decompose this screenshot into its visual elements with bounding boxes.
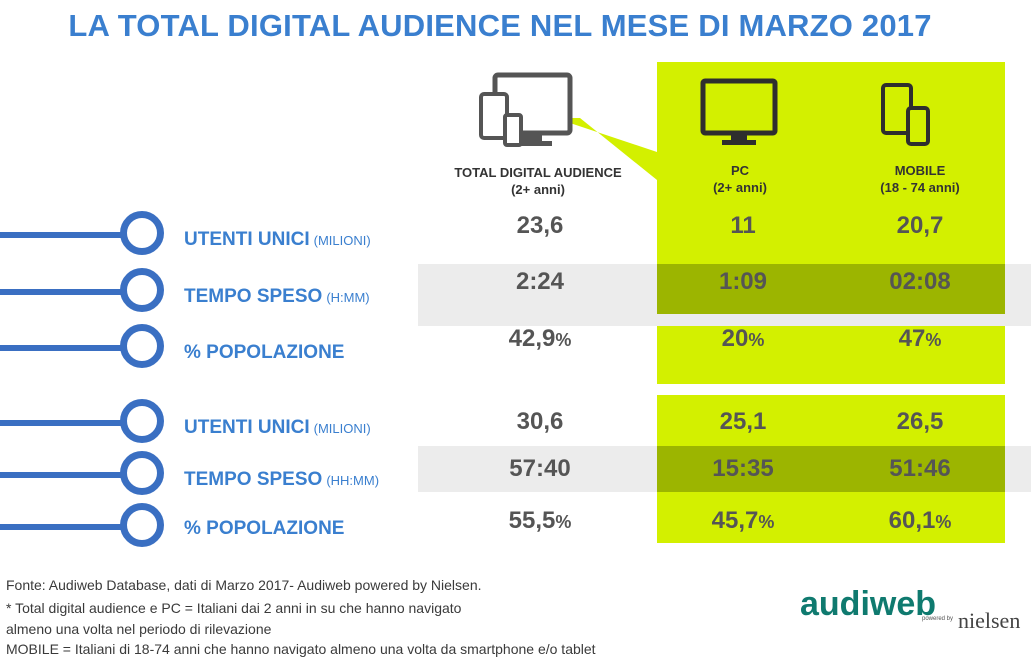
row-band-tempo-2-highlight bbox=[657, 446, 1005, 492]
cell-value: 47% bbox=[840, 325, 1000, 353]
row-label-text: % POPOLAZIONE bbox=[184, 518, 345, 539]
cell-value-number: 2:24 bbox=[515, 268, 565, 295]
cell-value: 11 bbox=[663, 212, 823, 240]
row-label-text: % POPOLAZIONE bbox=[184, 342, 345, 363]
audiweb-logo: audiweb bbox=[800, 585, 937, 623]
highlight-panel-top bbox=[657, 62, 1005, 384]
column-header-total-sub: (2+ anni) bbox=[511, 182, 565, 197]
cell-value: 23,6 bbox=[460, 212, 620, 240]
cell-value-number: 20,7 bbox=[896, 212, 944, 239]
row-marker-bar bbox=[0, 289, 128, 295]
cell-value-number: 26,5 bbox=[896, 408, 944, 435]
row-marker-bar bbox=[0, 232, 128, 238]
row-label-unit: (H:MM) bbox=[326, 290, 370, 305]
row-label-unit: (MILIONI) bbox=[313, 421, 371, 436]
cell-value: 45,7% bbox=[663, 507, 823, 535]
cell-value-number: 51:46 bbox=[889, 455, 951, 482]
footnote-line: almeno una volta nel periodo di rilevazi… bbox=[6, 621, 272, 637]
cell-value-number: 20 bbox=[721, 325, 749, 352]
cell-value-number: 60,1 bbox=[888, 507, 936, 534]
cell-value: 25,1 bbox=[663, 408, 823, 436]
tablet-phone-icon bbox=[881, 83, 930, 146]
row-marker-ring bbox=[120, 324, 164, 368]
nielsen-logo: nielsen bbox=[958, 608, 1021, 633]
cell-value-suffix: % bbox=[935, 512, 952, 532]
footnote-source: Fonte: Audiweb Database, dati di Marzo 2… bbox=[6, 577, 482, 593]
row-label: TEMPO SPESO (HH:MM) bbox=[184, 469, 379, 491]
row-label-unit: (MILIONI) bbox=[313, 233, 371, 248]
cell-value: 26,5 bbox=[840, 408, 1000, 436]
cell-value: 51:46 bbox=[840, 455, 1000, 483]
row-label-unit: (HH:MM) bbox=[326, 473, 380, 488]
row-band-tempo-1-highlight bbox=[657, 264, 1005, 314]
cell-value-number: 1:09 bbox=[718, 268, 768, 295]
column-header-total: TOTAL DIGITAL AUDIENCE (2+ anni) bbox=[428, 164, 648, 198]
column-header-mobile: MOBILE (18 - 74 anni) bbox=[840, 162, 1000, 196]
cell-value: 30,6 bbox=[460, 408, 620, 436]
row-marker-ring bbox=[120, 451, 164, 495]
cell-value-number: 25,1 bbox=[719, 408, 767, 435]
cell-value-suffix: % bbox=[555, 330, 572, 350]
column-header-pc-sub: (2+ anni) bbox=[713, 180, 767, 195]
row-marker-ring bbox=[120, 268, 164, 312]
cell-value-suffix: % bbox=[758, 512, 775, 532]
cell-value-number: 47 bbox=[898, 325, 926, 352]
row-label: % POPOLAZIONE bbox=[184, 342, 348, 364]
row-marker-bar bbox=[0, 345, 128, 351]
row-label: UTENTI UNICI (MILIONI) bbox=[184, 229, 371, 251]
cell-value: 20% bbox=[663, 325, 823, 353]
row-label: UTENTI UNICI (MILIONI) bbox=[184, 417, 371, 439]
row-label: TEMPO SPESO (H:MM) bbox=[184, 286, 370, 308]
cell-value: 02:08 bbox=[840, 268, 1000, 296]
cell-value-suffix: % bbox=[555, 512, 572, 532]
footnote-line: MOBILE = Italiani di 18-74 anni che hann… bbox=[6, 641, 596, 657]
column-header-pc: PC (2+ anni) bbox=[660, 162, 820, 196]
row-label-text: TEMPO SPESO bbox=[184, 469, 323, 490]
cell-value: 57:40 bbox=[460, 455, 620, 483]
cell-value-number: 55,5 bbox=[508, 507, 556, 534]
monitor-icon bbox=[700, 78, 778, 145]
row-marker-ring bbox=[120, 211, 164, 255]
row-label-text: UTENTI UNICI bbox=[184, 229, 310, 250]
cell-value-number: 30,6 bbox=[516, 408, 564, 435]
cell-value-number: 57:40 bbox=[509, 455, 571, 482]
cell-value: 55,5% bbox=[460, 507, 620, 535]
column-header-mobile-sub: (18 - 74 anni) bbox=[880, 180, 960, 195]
cell-value: 42,9% bbox=[460, 325, 620, 353]
cell-value: 1:09 bbox=[663, 268, 823, 296]
page-title: LA TOTAL DIGITAL AUDIENCE NEL MESE DI MA… bbox=[68, 8, 932, 43]
cell-value: 60,1% bbox=[840, 507, 1000, 535]
row-marker-bar bbox=[0, 472, 128, 478]
cell-value-number: 42,9 bbox=[508, 325, 556, 352]
row-marker-bar bbox=[0, 420, 128, 426]
cell-value-number: 15:35 bbox=[712, 455, 774, 482]
row-label: % POPOLAZIONE bbox=[184, 518, 348, 540]
row-label-text: UTENTI UNICI bbox=[184, 417, 310, 438]
column-header-total-label: TOTAL DIGITAL AUDIENCE bbox=[454, 165, 622, 180]
column-header-mobile-label: MOBILE bbox=[894, 163, 946, 178]
cell-value-number: 02:08 bbox=[889, 268, 951, 295]
cell-value: 15:35 bbox=[663, 455, 823, 483]
cell-value-number: 45,7 bbox=[711, 507, 759, 534]
cell-value-suffix: % bbox=[925, 330, 942, 350]
row-marker-ring bbox=[120, 399, 164, 443]
logo-powered-by: powered by bbox=[922, 616, 954, 622]
cell-value-number: 11 bbox=[730, 212, 756, 239]
row-marker-bar bbox=[0, 524, 128, 530]
column-header-pc-label: PC bbox=[730, 163, 750, 178]
row-marker-ring bbox=[120, 503, 164, 547]
cell-value-suffix: % bbox=[748, 330, 765, 350]
devices-icon bbox=[479, 72, 657, 180]
row-label-text: TEMPO SPESO bbox=[184, 286, 323, 307]
cell-value: 2:24 bbox=[460, 268, 620, 296]
cell-value: 20,7 bbox=[840, 212, 1000, 240]
footnote-line: * Total digital audience e PC = Italiani… bbox=[6, 600, 462, 616]
cell-value-number: 23,6 bbox=[516, 212, 564, 239]
